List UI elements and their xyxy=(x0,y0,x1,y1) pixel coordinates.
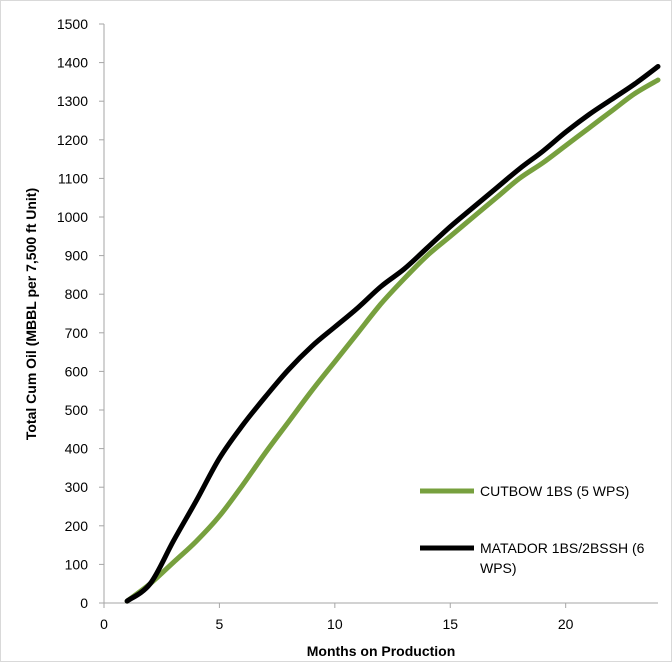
x-axis-ticks: 0 5 10 15 20 xyxy=(100,603,574,632)
y-tick-label: 400 xyxy=(65,441,89,457)
legend-label-matador: MATADOR 1BS/2BSSH (6 WPS) xyxy=(480,540,645,576)
x-tick-label: 20 xyxy=(558,616,574,632)
y-tick-label: 1200 xyxy=(57,132,88,148)
y-tick-label: 200 xyxy=(65,518,89,534)
x-tick-label: 15 xyxy=(442,616,458,632)
x-tick-label: 10 xyxy=(327,616,343,632)
y-tick-label: 800 xyxy=(65,286,89,302)
y-tick-label: 1300 xyxy=(57,93,88,109)
y-tick-label: 1000 xyxy=(57,209,88,225)
series-lines xyxy=(124,64,661,604)
legend-label-matador-line1: MATADOR 1BS/2BSSH (6 xyxy=(480,540,645,556)
y-tick-label: 0 xyxy=(80,595,88,611)
x-tick-label: 5 xyxy=(216,616,224,632)
y-tick-label: 1400 xyxy=(57,55,88,71)
legend: CUTBOW 1BS (5 WPS) MATADOR 1BS/2BSSH (6 W… xyxy=(420,483,645,576)
y-tick-label: 100 xyxy=(65,556,89,572)
x-axis-title: Months on Production xyxy=(307,643,456,659)
series-line-cutbow xyxy=(124,77,661,604)
y-tick-label: 900 xyxy=(65,248,89,264)
y-tick-label: 1100 xyxy=(58,170,88,186)
x-tick-label: 0 xyxy=(100,616,108,632)
legend-item-matador: MATADOR 1BS/2BSSH (6 WPS) xyxy=(420,540,645,576)
y-tick-label: 500 xyxy=(65,402,89,418)
y-tick-label: 700 xyxy=(65,325,89,341)
series-line-matador xyxy=(124,64,661,604)
y-tick-label: 300 xyxy=(65,479,89,495)
legend-item-cutbow: CUTBOW 1BS (5 WPS) xyxy=(420,483,629,499)
legend-label-cutbow: CUTBOW 1BS (5 WPS) xyxy=(480,483,629,499)
y-axis-title: Total Cum Oil (MBBL per 7,500 ft Unit) xyxy=(23,188,39,440)
y-tick-label: 600 xyxy=(65,363,89,379)
y-tick-label: 1500 xyxy=(57,16,88,32)
legend-label-matador-line2: WPS) xyxy=(480,560,517,576)
y-axis-ticks: 0 100 200 300 400 500 600 700 800 900 1000 1100 1200… xyxy=(57,16,104,611)
